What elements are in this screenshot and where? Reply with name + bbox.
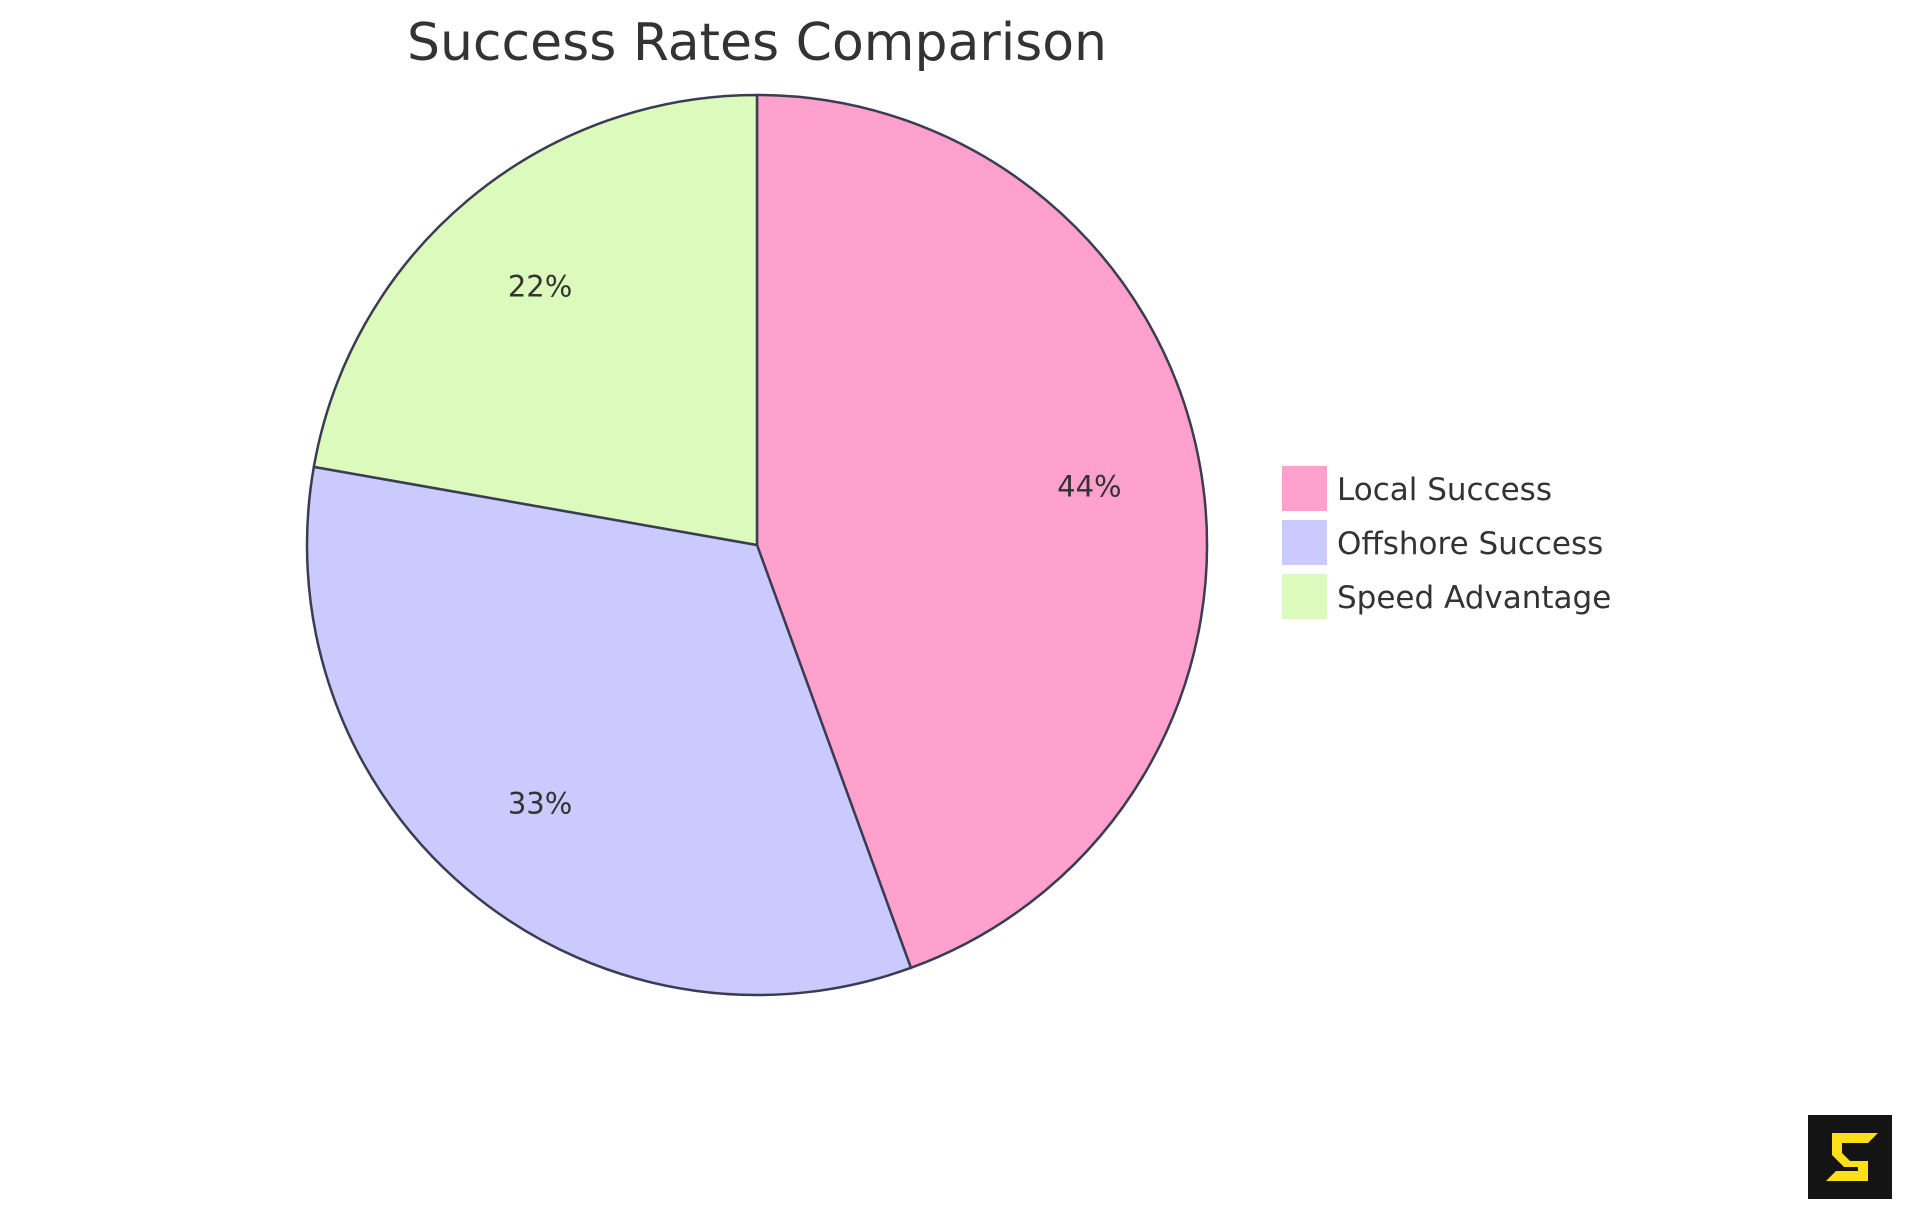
pie-slice-local-success xyxy=(755,93,1209,970)
brand-logo xyxy=(1808,1115,1892,1199)
legend-swatch xyxy=(1282,520,1327,565)
pie-slice-offshore-success xyxy=(305,465,913,997)
legend-label: Speed Advantage xyxy=(1337,580,1611,616)
legend-label: Offshore Success xyxy=(1337,526,1603,562)
pie-slice-speed-advantage xyxy=(312,93,759,547)
slice-label: 33% xyxy=(508,787,572,821)
legend-swatch xyxy=(1282,574,1327,619)
slice-label: 44% xyxy=(1057,469,1121,503)
legend-swatch xyxy=(1282,466,1327,511)
legend-label: Local Success xyxy=(1337,472,1552,508)
chart-title: Success Rates Comparison xyxy=(407,13,1107,73)
slice-label: 22% xyxy=(508,269,572,303)
logo-s-icon xyxy=(1826,1133,1878,1181)
